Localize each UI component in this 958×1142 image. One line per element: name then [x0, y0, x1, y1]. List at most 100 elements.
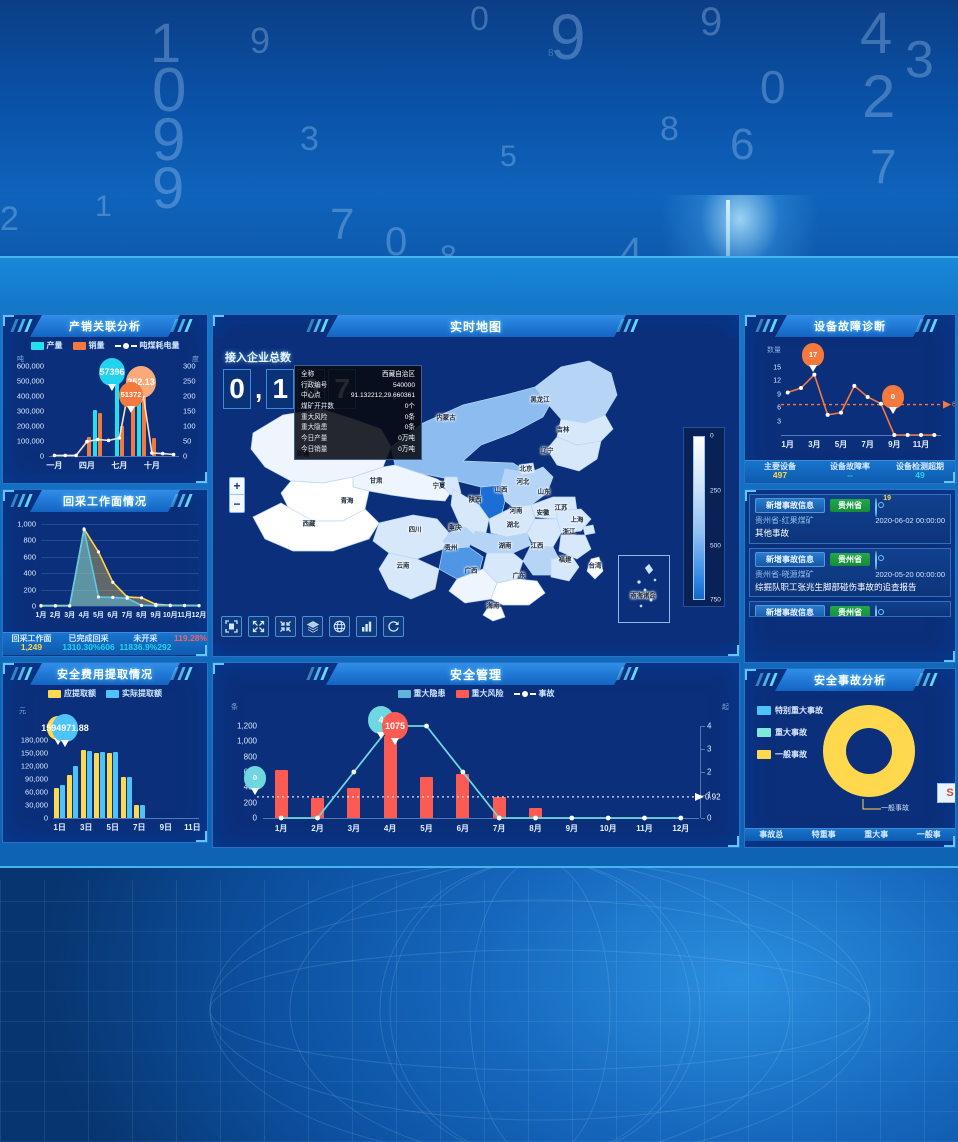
- background-digit: 0: [385, 220, 408, 264]
- value-balloon-marker: 51372: [119, 382, 143, 413]
- background-digit: 0: [470, 0, 489, 38]
- collapse-icon[interactable]: [275, 616, 296, 637]
- x-axis-tick: 1月: [781, 440, 794, 449]
- counter-comma: ,: [255, 374, 263, 404]
- province-label: 甘肃: [369, 477, 383, 485]
- panel-title-text: 安全事故分析: [814, 675, 886, 687]
- tooltip-row: 中心点 91.132212,29.660361: [301, 391, 415, 402]
- province-label: 辽宁: [540, 447, 554, 455]
- tooltip-key: 全称: [301, 371, 315, 378]
- title-slash-right-icon: [170, 494, 197, 507]
- x-axis-tick: 8月: [136, 612, 147, 619]
- list-item[interactable]: 新增事故信息 贵州省: [749, 601, 951, 618]
- legend-label: 产量: [46, 341, 63, 350]
- background-digit: 9: [250, 20, 271, 61]
- bar: [139, 805, 145, 818]
- map-zoom-out-button[interactable]: −: [233, 496, 241, 511]
- legend-swatch-general: [757, 750, 771, 759]
- bar: [136, 397, 141, 456]
- stat-label: 重大事: [864, 830, 889, 839]
- panel-title-equipment: 设备故障诊断: [745, 315, 955, 337]
- location-pin-icon: [875, 604, 887, 617]
- threshold-value: 0.92: [705, 792, 721, 802]
- background-globe: [120, 860, 958, 1142]
- province-label: 安徽: [536, 509, 550, 517]
- layers-icon[interactable]: [302, 616, 323, 637]
- y2-axis-tick: 100: [183, 421, 196, 431]
- legend-label: 吨煤耗电量: [139, 341, 180, 350]
- tooltip-row: 煤矿开井数 0个: [301, 402, 415, 413]
- stat-value: 1310.30%606: [62, 642, 115, 653]
- location-pin-icon: [875, 551, 887, 571]
- bar: [99, 752, 105, 818]
- province-label: 南海诸岛: [630, 592, 656, 600]
- x-axis-tick: 11月: [912, 440, 930, 449]
- accident-tag: 新增事故信息: [755, 498, 825, 513]
- y-axis-tick: 0: [39, 451, 44, 461]
- colorbar-tick: 500: [710, 542, 721, 550]
- tooltip-row: 重大隐患 0条: [301, 423, 415, 434]
- province-label: 广东: [512, 572, 526, 580]
- x-axis-tick: 1日: [53, 823, 66, 832]
- accident-province-badge: 贵州省: [830, 499, 870, 512]
- axis-unit-right: 起: [722, 704, 729, 711]
- china-map-svg[interactable]: .pv{stroke:#b9d6f2;stroke-width:.7} .c0{…: [213, 337, 739, 643]
- floating-action-button[interactable]: S: [937, 783, 955, 803]
- y-axis-tick: 200: [243, 798, 257, 808]
- bar: [60, 784, 66, 818]
- stats-accident-analysis: 事故总 特重事 重大事 一般事: [745, 828, 956, 842]
- panel-title-mining-face: 回采工作面情况: [3, 490, 207, 512]
- globe-icon[interactable]: [329, 616, 350, 637]
- legend-item: 销量: [72, 340, 105, 351]
- title-slash-left-icon: [10, 319, 37, 332]
- province-label: 西藏: [302, 520, 316, 528]
- stat-label: 回采工作面: [11, 634, 52, 643]
- tooltip-row: 今日产量 0万吨: [301, 434, 415, 445]
- tooltip-row: 今日销量 0万吨: [301, 445, 415, 456]
- y-axis-tick: 800: [23, 535, 36, 545]
- legend-label: 实际提取额: [122, 689, 162, 698]
- x-axis-tick: 3月: [347, 824, 361, 833]
- balloon-value: 1594971.88: [41, 714, 89, 747]
- y-axis-tick: 6: [777, 404, 781, 412]
- map-canvas[interactable]: .pv{stroke:#b9d6f2;stroke-width:.7} .c0{…: [213, 337, 739, 643]
- legend-item: 吨煤耗电量: [114, 340, 180, 351]
- tooltip-value: 0万吨: [398, 445, 415, 453]
- counter-digit: 0: [223, 369, 251, 409]
- panel-title-text: 设备故障诊断: [814, 321, 886, 333]
- y2-tick-mark: [701, 795, 705, 796]
- chart-mining-face: 0 200 400 600 800 1,000 1月 2月 3月 4月 5月 6月 7月 8月 9月 10月 1…: [3, 512, 207, 632]
- x-axis-tick: 一月: [46, 461, 63, 470]
- list-item[interactable]: 新增事故信息 贵州省 19 贵州省-红果煤矿 2020-06-02 00:00:…: [749, 494, 951, 544]
- tooltip-value: 0条: [404, 413, 415, 421]
- map-zoom-control[interactable]: + −: [229, 477, 245, 513]
- y-axis-tick: 300,000: [16, 406, 44, 416]
- province-label: 河南: [509, 507, 523, 515]
- stat-cell: 一般事: [903, 829, 956, 841]
- title-slash-left-icon: [10, 494, 37, 507]
- y-axis-tick: 0: [43, 813, 48, 823]
- legend-item: 一般事故: [757, 749, 807, 760]
- map-zoom-in-button[interactable]: +: [230, 478, 244, 495]
- gridline: [41, 606, 199, 607]
- x-axis-tick: 9月: [150, 612, 162, 619]
- x-axis-tick: 6月: [456, 824, 470, 833]
- tooltip-key: 中心点: [301, 392, 321, 400]
- stat-cell: 主要设备 497: [745, 461, 815, 483]
- select-area-icon[interactable]: [221, 616, 242, 637]
- legend-swatch-sales: [72, 341, 86, 350]
- map-toolbar[interactable]: [221, 616, 404, 637]
- y-axis-tick: 30,000: [25, 800, 48, 810]
- panel-accident-feed[interactable]: 新增事故信息 贵州省 19 贵州省-红果煤矿 2020-06-02 00:00:…: [744, 489, 956, 663]
- accident-description: 综掘队职工张兆生脚部碰伤事故的追查报告: [755, 581, 917, 592]
- axis-unit: 元: [19, 708, 26, 715]
- refresh-icon[interactable]: [383, 616, 404, 637]
- list-item[interactable]: 新增事故信息 贵州省 贵州省-晓源煤矿 2020-05-20 00:00:00 …: [749, 547, 951, 598]
- tooltip-row: 重大风险 0条: [301, 413, 415, 424]
- tooltip-key: 今日产量: [301, 435, 328, 443]
- stat-cell: 119.28%: [174, 633, 207, 655]
- balloon-value: 0: [244, 766, 266, 795]
- chart-icon[interactable]: [356, 616, 377, 637]
- expand-icon[interactable]: [248, 616, 269, 637]
- y-axis-tick: 500,000: [16, 376, 44, 386]
